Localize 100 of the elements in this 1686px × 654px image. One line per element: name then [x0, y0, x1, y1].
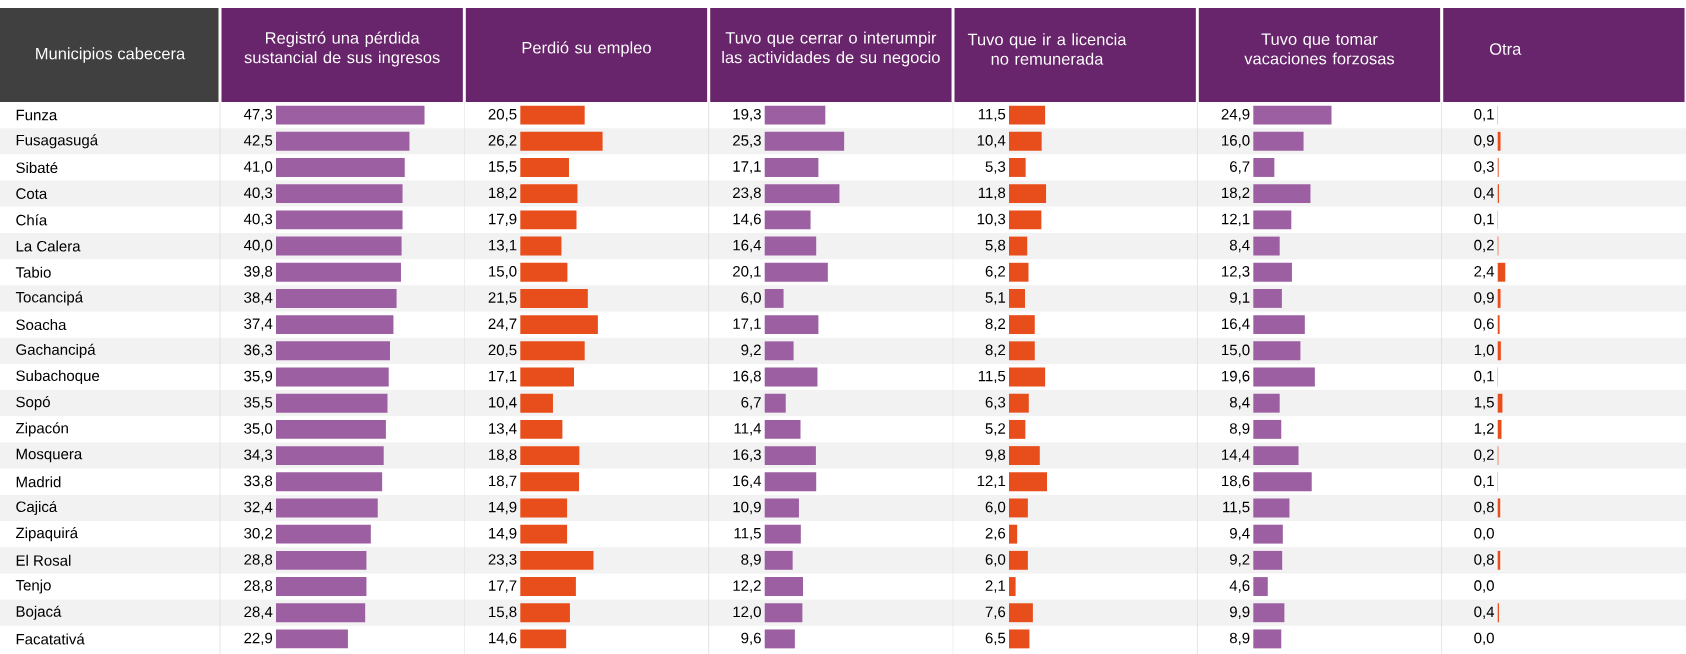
bar [1253, 105, 1332, 125]
data-label: 0,2 [1474, 239, 1494, 253]
bar [276, 131, 410, 151]
data-label: 9,6 [741, 632, 761, 646]
bar [764, 393, 786, 413]
data-label: 34,3 [244, 449, 273, 462]
bar [276, 367, 389, 387]
data-label: 20,5 [488, 344, 517, 357]
data-label: 12,3 [1222, 266, 1250, 279]
bar [764, 236, 817, 256]
bar [1253, 288, 1282, 308]
bar [276, 577, 367, 596]
data-label: 40,0 [243, 239, 273, 253]
bar [276, 262, 401, 282]
data-label: 42,5 [243, 135, 273, 148]
data-label: 15,8 [489, 606, 517, 619]
data-label: 18,6 [1222, 475, 1250, 488]
bar [764, 498, 799, 518]
bar [1253, 419, 1282, 439]
bar [520, 210, 577, 230]
data-label: 6,7 [1230, 161, 1250, 174]
data-label: 6,3 [985, 396, 1006, 410]
bar [276, 472, 383, 492]
bar [520, 131, 603, 151]
data-label: 37,4 [244, 318, 273, 331]
bar [1253, 629, 1282, 649]
y-tick-label: Chía [16, 214, 48, 226]
bar [520, 367, 574, 387]
bar [1009, 629, 1030, 649]
bar [764, 419, 801, 439]
data-label: 8,2 [985, 318, 1006, 331]
data-label: 17,7 [489, 580, 517, 593]
bar [1009, 472, 1047, 492]
data-label: 2,1 [985, 580, 1006, 593]
data-label: 11,5 [978, 370, 1006, 384]
bar [1009, 524, 1018, 544]
y-tick-label: Fusagasugá [16, 134, 99, 149]
data-label: 0,1 [1474, 108, 1494, 122]
bar [276, 393, 388, 413]
y-axis-title: Municipios cabecera [36, 47, 186, 63]
y-tick-label: Zipacón [16, 422, 68, 437]
data-label: 33,8 [244, 475, 273, 488]
data-label: 47,3 [243, 108, 273, 122]
data-label: 0,4 [1474, 606, 1495, 619]
bar [764, 341, 794, 361]
data-label: 24,9 [1221, 108, 1250, 122]
bar [1009, 105, 1046, 125]
data-label: 17,1 [733, 161, 761, 174]
data-label: 0,1 [1474, 475, 1494, 488]
bar [764, 524, 801, 544]
data-label: 35,9 [244, 370, 273, 384]
bar [1497, 288, 1501, 308]
bar [1497, 131, 1501, 151]
bar [276, 498, 378, 518]
data-label: 14,6 [489, 632, 517, 646]
data-label: 19,6 [1222, 370, 1250, 384]
bar [764, 629, 795, 649]
bar [1009, 236, 1028, 256]
data-label: 11,4 [734, 423, 762, 436]
y-tick-label: Mosquera [16, 448, 83, 463]
bar [764, 367, 818, 387]
data-label: 2,6 [985, 527, 1006, 541]
data-label: 11,5 [978, 108, 1006, 122]
data-label: 0,8 [1474, 501, 1494, 515]
data-label: 4,6 [1229, 580, 1250, 593]
bar [520, 629, 567, 649]
data-label: 26,2 [488, 135, 517, 148]
data-label: 6,0 [741, 292, 761, 305]
data-label: 14,9 [489, 501, 517, 515]
bar [1253, 577, 1268, 596]
bar [1253, 341, 1301, 361]
bar [1009, 393, 1029, 413]
bar [1253, 158, 1275, 177]
data-label: 12,0 [733, 606, 761, 619]
bar [764, 472, 817, 492]
bar [1253, 236, 1280, 256]
bar [520, 158, 569, 177]
bar [1009, 315, 1035, 335]
bar [276, 629, 348, 649]
data-label: 10,9 [733, 501, 761, 515]
y-tick-label: Sibaté [16, 161, 58, 174]
data-label: 6,5 [985, 632, 1006, 646]
y-tick-label: Facatativá [16, 633, 85, 645]
data-label: 9,1 [1229, 292, 1250, 305]
data-label: 14,4 [1222, 449, 1250, 462]
data-label: 7,6 [985, 606, 1006, 619]
data-label: 38,4 [244, 292, 273, 305]
data-label: 41,0 [243, 161, 273, 174]
y-tick-label: Cajicá [16, 500, 58, 516]
data-label: 5,1 [985, 292, 1006, 305]
bar [1009, 603, 1033, 623]
bar [520, 446, 580, 466]
data-label: 28,8 [244, 580, 273, 593]
chart-title: Tuvo que ir a licencia no remunerada [967, 33, 1127, 65]
data-label: 30,2 [244, 527, 273, 541]
bar [276, 524, 371, 544]
data-label: 8,9 [741, 554, 761, 567]
y-tick-label: La Calera [16, 240, 81, 252]
data-label: 35,5 [244, 396, 273, 410]
bar [764, 315, 819, 335]
